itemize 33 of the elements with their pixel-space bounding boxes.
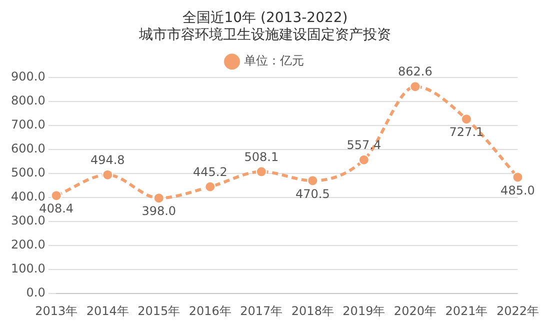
x-tick-label: 2016年 — [188, 304, 232, 318]
chart-subtitle: 城市市容环境卫生设施建设固定资产投资 — [138, 26, 391, 43]
y-tick-label: 800.0 — [10, 94, 46, 108]
data-label: 494.8 — [90, 152, 125, 167]
data-label: 557.4 — [346, 138, 382, 152]
data-label: 862.6 — [398, 64, 432, 79]
data-label: 470.5 — [295, 186, 330, 201]
x-tick-label: 2015年 — [138, 304, 180, 318]
x-tick-label: 2018年 — [291, 304, 334, 318]
y-tick-label: 100.0 — [10, 262, 46, 276]
y-tick-label: 500.0 — [10, 166, 46, 180]
chart-title: 全国近10年 (2013-2022) — [182, 10, 348, 26]
data-label: 408.4 — [39, 202, 74, 216]
data-label: 727.1 — [449, 125, 484, 140]
y-tick-label: 900.0 — [10, 70, 46, 84]
x-tick-label: 2014年 — [86, 304, 129, 318]
data-label: 508.1 — [244, 150, 279, 164]
x-tick-label: 2013年 — [35, 304, 78, 318]
y-tick-label: 700.0 — [10, 118, 46, 132]
x-tick-label: 2019年 — [342, 304, 386, 318]
x-tick-label: 2020年 — [394, 304, 436, 318]
y-tick-label: 600.0 — [10, 142, 46, 156]
data-label: 445.2 — [192, 164, 228, 179]
y-tick-label: 0.0 — [26, 286, 46, 300]
legend-label: 单位：亿元 — [244, 54, 304, 68]
y-tick-label: 300.0 — [10, 214, 46, 228]
x-tick-label: 2022年 — [496, 304, 540, 318]
data-label: 398.0 — [142, 204, 176, 218]
x-tick-label: 2017年 — [240, 304, 283, 318]
data-label: 485.0 — [500, 183, 535, 198]
x-tick-label: 2021年 — [445, 304, 488, 318]
y-tick-label: 400.0 — [10, 190, 46, 204]
y-tick-label: 200.0 — [10, 238, 46, 252]
